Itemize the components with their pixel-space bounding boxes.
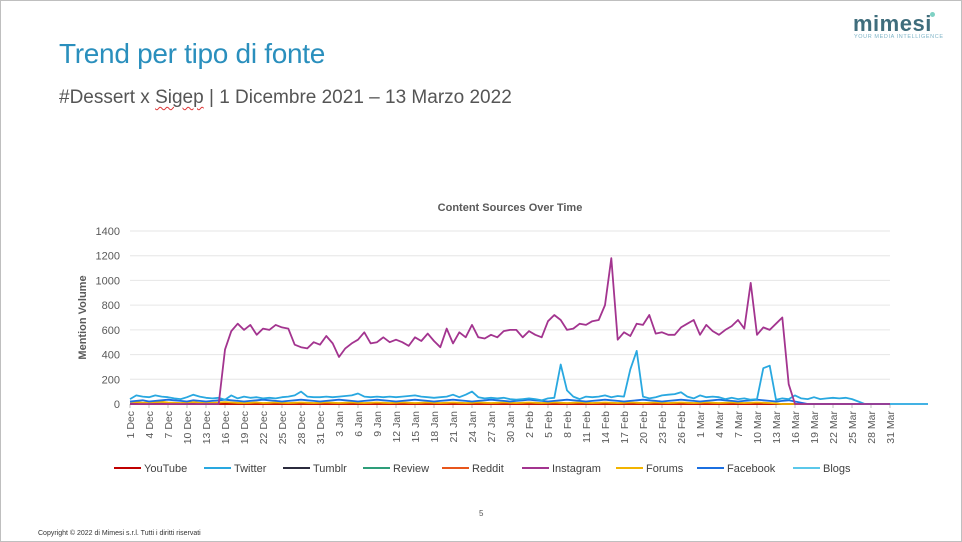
y-tick-label: 800 bbox=[102, 300, 120, 312]
slide-title: Trend per tipo di fonte bbox=[59, 38, 326, 69]
x-tick-label: 12 Jan bbox=[391, 411, 403, 443]
legend-label-youtube: YouTube bbox=[144, 463, 187, 475]
y-tick-label: 1000 bbox=[96, 275, 120, 287]
x-tick-label: 27 Jan bbox=[486, 411, 498, 443]
x-tick-label: 7 Mar bbox=[733, 411, 745, 438]
x-tick-label: 22 Dec bbox=[258, 411, 270, 444]
chart-title: Content Sources Over Time bbox=[438, 202, 583, 214]
x-tick-label: 10 Dec bbox=[182, 411, 194, 444]
subtitle-period: | 1 Dicembre 2021 – 13 Marzo 2022 bbox=[203, 87, 512, 108]
subtitle-brand: Sigep bbox=[155, 87, 204, 108]
y-axis-label: Mention Volume bbox=[77, 275, 89, 359]
content-sources-chart: Content Sources Over Time 0 200 400 600 800 10… bbox=[77, 202, 928, 475]
x-tick-label: 26 Feb bbox=[676, 411, 688, 444]
x-tick-label: 23 Feb bbox=[657, 411, 669, 444]
x-tick-label: 31 Dec bbox=[315, 411, 327, 444]
page-number: 5 bbox=[479, 509, 484, 518]
x-tick-label: 13 Mar bbox=[771, 411, 783, 444]
x-tick-label: 16 Mar bbox=[790, 411, 802, 444]
x-tick-label: 2 Feb bbox=[524, 411, 536, 438]
mimesi-logo: mimesi YOUR MEDIA INTELLIGENCE bbox=[853, 11, 943, 45]
legend-label-blogs: Blogs bbox=[823, 463, 851, 475]
subtitle-hashtag: #Dessert x bbox=[59, 87, 156, 108]
y-tick-label: 400 bbox=[102, 350, 120, 362]
copyright-notice: Copyright © 2022 di Mimesi s.r.l. Tutti … bbox=[38, 530, 201, 537]
slide-subtitle: #Dessert x Sigep | 1 Dicembre 2021 – 13 … bbox=[59, 87, 512, 109]
x-tick-label: 11 Feb bbox=[581, 411, 593, 443]
legend-label-tumblr: Tumblr bbox=[313, 463, 347, 475]
y-tick-label: 600 bbox=[102, 325, 120, 337]
series-line-instagram bbox=[130, 257, 890, 405]
x-tick-label: 28 Mar bbox=[866, 411, 878, 444]
x-tick-label: 15 Jan bbox=[410, 411, 422, 443]
x-tick-label: 7 Dec bbox=[163, 411, 175, 438]
legend-label-forums: Forums bbox=[646, 463, 684, 475]
x-tick-label: 6 Jan bbox=[353, 411, 365, 437]
x-tick-label: 16 Dec bbox=[220, 411, 232, 444]
logo-tagline: YOUR MEDIA INTELLIGENCE bbox=[854, 34, 944, 40]
legend-label-facebook: Facebook bbox=[727, 463, 776, 475]
x-tick-label: 19 Mar bbox=[809, 411, 821, 444]
legend-label-reddit: Reddit bbox=[472, 463, 504, 475]
x-tick-label: 25 Dec bbox=[277, 411, 289, 444]
y-tick-label: 1200 bbox=[96, 251, 120, 263]
series-line-forums bbox=[129, 400, 890, 405]
x-tick-label: 4 Mar bbox=[714, 411, 726, 438]
x-tick-label: 5 Feb bbox=[543, 411, 555, 438]
logo-word: mimesi bbox=[853, 11, 932, 36]
x-tick-label: 18 Jan bbox=[429, 411, 441, 443]
x-tick-label: 13 Dec bbox=[201, 411, 213, 444]
legend-label-instagram: Instagram bbox=[552, 463, 601, 475]
x-tick-label: 24 Jan bbox=[467, 411, 479, 443]
x-tick-label: 21 Jan bbox=[448, 411, 460, 443]
x-tick-label: 3 Jan bbox=[334, 411, 346, 437]
x-tick-label: 22 Mar bbox=[828, 411, 840, 444]
x-tick-label: 31 Mar bbox=[885, 411, 897, 444]
legend-label-twitter: Twitter bbox=[234, 463, 267, 475]
x-tick-label: 14 Feb bbox=[600, 411, 612, 444]
logo-dot bbox=[930, 12, 935, 17]
x-tick-label: 20 Feb bbox=[638, 411, 650, 444]
series-line-twitter bbox=[129, 349, 928, 405]
y-tick-label: 200 bbox=[102, 374, 120, 386]
x-tick-label: 1 Dec bbox=[125, 411, 137, 438]
x-tick-label: 25 Mar bbox=[847, 411, 859, 444]
x-tick-label: 30 Jan bbox=[505, 411, 517, 443]
x-tick-label: 9 Jan bbox=[372, 411, 384, 437]
x-tick-label: 17 Feb bbox=[619, 411, 631, 444]
legend-label-review: Review bbox=[393, 463, 429, 475]
x-tick-label: 10 Mar bbox=[752, 411, 764, 444]
y-tick-label: 1400 bbox=[96, 226, 120, 238]
y-tick-label: 0 bbox=[114, 399, 120, 411]
series-line-facebook bbox=[129, 398, 890, 405]
x-tick-label: 4 Dec bbox=[144, 411, 156, 438]
x-tick-label: 28 Dec bbox=[296, 411, 308, 444]
x-tick-label: 8 Feb bbox=[562, 411, 574, 438]
x-tick-label: 19 Dec bbox=[239, 411, 251, 444]
x-tick-label: 1 Mar bbox=[695, 411, 707, 438]
